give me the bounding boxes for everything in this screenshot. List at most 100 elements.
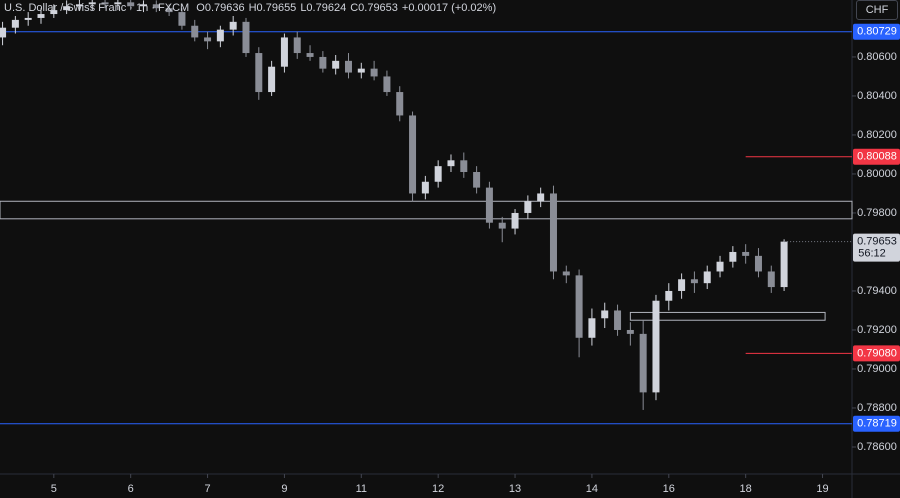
countdown: 56:12: [858, 248, 886, 260]
candle: [165, 4, 173, 16]
candle-body: [434, 166, 442, 182]
x-tick-label: 14: [586, 483, 598, 495]
candle-body: [152, 4, 160, 9]
candle: [729, 246, 737, 268]
candle-body: [63, 6, 71, 11]
candle-body: [178, 12, 186, 26]
candle-body: [678, 279, 686, 291]
candle: [485, 181, 493, 229]
candle-body: [639, 333, 647, 393]
candle-body: [24, 17, 32, 20]
candle-body: [742, 251, 750, 256]
candle-body: [280, 37, 288, 67]
candle-body: [588, 318, 596, 338]
level-label: 0.80729: [857, 26, 897, 38]
ohlc-value: O0.79636: [196, 2, 245, 14]
candle-body: [101, 2, 109, 5]
candle-body: [575, 275, 583, 338]
candle: [178, 8, 186, 30]
candle-body: [139, 4, 147, 7]
level-label-box: [853, 148, 900, 165]
x-tick-label: 13: [509, 483, 521, 495]
candle-body: [11, 19, 19, 28]
ohlc-values: O0.79636 H0.79655 L0.79624 C0.79653 +0.00017…: [196, 2, 500, 14]
candle-body: [242, 21, 250, 54]
candle-body: [421, 181, 429, 194]
candle-body: [50, 10, 58, 15]
candle: [152, 0, 160, 13]
y-tick-label: 0.79000: [857, 363, 897, 375]
candle-body: [716, 261, 724, 272]
candle-body: [306, 53, 314, 57]
ohlc-value: C0.79653: [350, 2, 398, 14]
candle: [473, 166, 481, 194]
ohlc-value: H0.79655: [248, 2, 297, 14]
ohlc-value: L0.79624: [300, 2, 347, 14]
candle: [242, 17, 250, 57]
candle: [280, 33, 288, 73]
last-price-label: 0.79653: [857, 236, 897, 248]
y-tick-label: 0.79200: [857, 324, 897, 336]
candle: [601, 302, 609, 329]
candle-body: [754, 255, 762, 272]
candle-body: [767, 271, 775, 288]
level-label-box: [853, 23, 900, 40]
candle: [268, 60, 276, 96]
candle: [357, 62, 365, 79]
candle-body: [255, 53, 263, 93]
symbol-title: U.S. Dollar / Swiss Franc · 1h · FXCM: [4, 2, 190, 14]
candle-body: [216, 29, 224, 42]
y-tick-label: 0.79400: [857, 285, 897, 297]
candle: [216, 25, 224, 48]
candle-body: [498, 222, 506, 229]
x-tick-label: 18: [740, 483, 752, 495]
candle-body: [344, 60, 352, 73]
y-tick-label: 0.78600: [857, 441, 897, 453]
candle: [319, 51, 327, 73]
x-tick-label: 7: [204, 483, 210, 495]
y-tick-label: 0.80000: [857, 168, 897, 180]
candle-body: [485, 187, 493, 223]
candle-body: [127, 2, 135, 7]
last-price-box: [853, 233, 900, 262]
candle-body: [549, 193, 557, 272]
x-tick-label: 11: [356, 483, 367, 495]
candle-body: [652, 300, 660, 393]
y-tick-label: 0.80200: [857, 129, 897, 141]
candle-body: [114, 2, 122, 5]
candle: [742, 244, 750, 264]
candle: [37, 8, 45, 24]
candle: [447, 154, 455, 173]
chart-header: U.S. Dollar / Swiss Franc · 1h · FXCM O0…: [4, 2, 504, 14]
candle-body: [537, 193, 545, 202]
level-label-box: [853, 345, 900, 362]
candle: [332, 54, 340, 75]
candle: [460, 152, 468, 178]
ohlc-value: +0.00017 (+0.02%): [401, 2, 497, 14]
currency-button[interactable]: CHF: [856, 0, 898, 20]
candle: [767, 265, 775, 293]
x-tick-label: 6: [128, 483, 134, 495]
candle: [396, 86, 404, 122]
candle-body: [562, 271, 570, 276]
candle: [75, 0, 83, 11]
candle-body: [703, 271, 711, 284]
x-tick-label: 9: [281, 483, 287, 495]
candle: [139, 0, 147, 13]
candle-body: [75, 4, 83, 7]
candle-body: [357, 68, 365, 73]
candle: [293, 31, 301, 59]
candle-body: [191, 25, 199, 38]
candle-body: [165, 8, 173, 13]
zone: [629, 311, 826, 321]
candle: [229, 15, 237, 36]
candle: [562, 265, 570, 284]
candle: [421, 175, 429, 200]
candle: [498, 216, 506, 243]
candle: [678, 273, 686, 299]
candle: [101, 0, 109, 9]
candle: [204, 31, 212, 50]
x-tick-label: 16: [663, 483, 675, 495]
candle-body: [370, 68, 378, 77]
